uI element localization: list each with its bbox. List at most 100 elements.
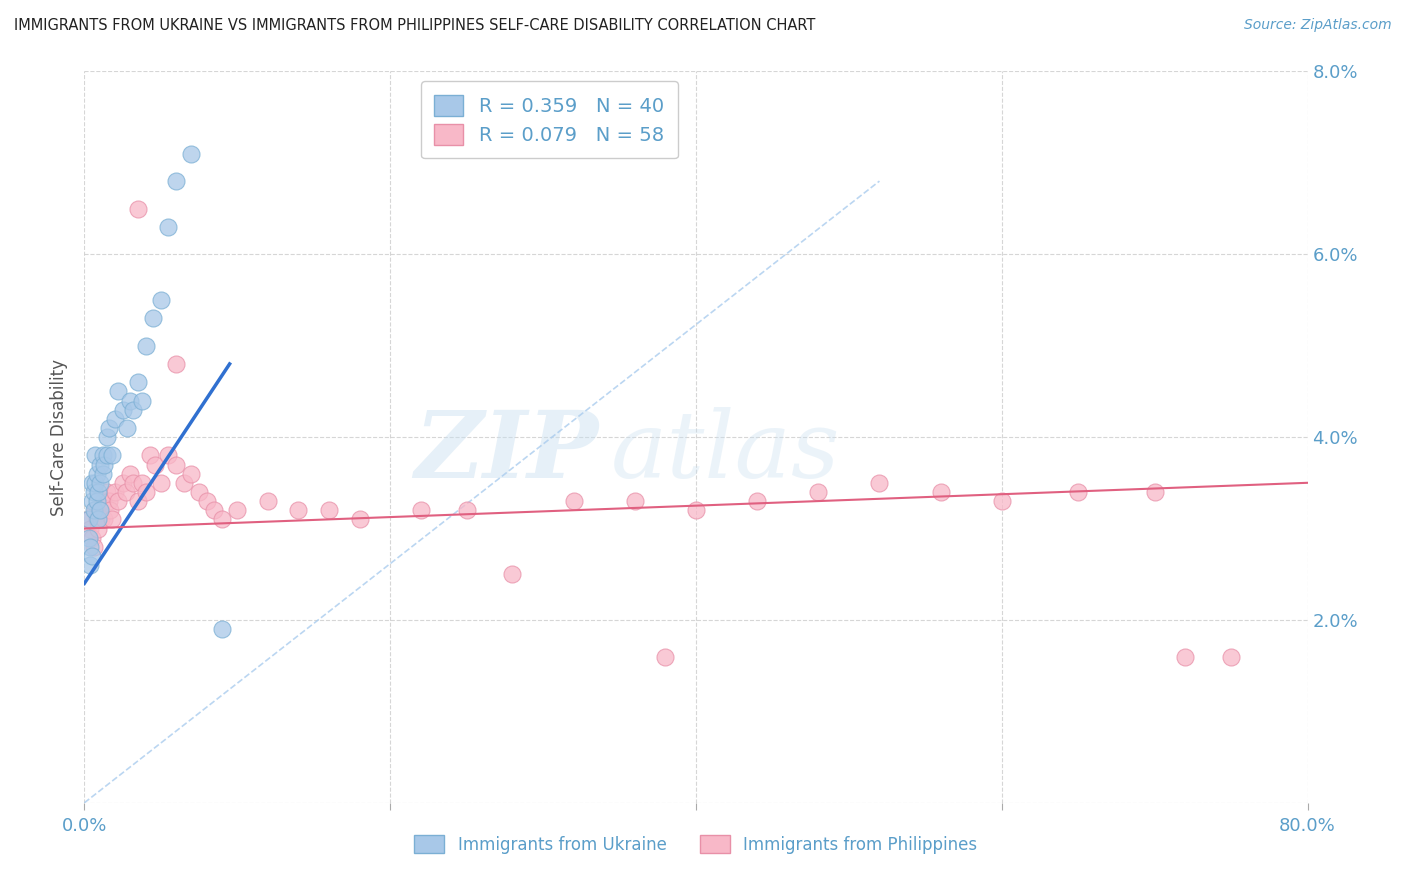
Point <box>111 475 134 490</box>
Point <box>97 421 120 435</box>
Point <box>93 458 115 472</box>
Point <box>929 485 952 500</box>
Point <box>107 384 129 399</box>
Point <box>409 503 432 517</box>
Point <box>654 649 676 664</box>
Point <box>79 540 101 554</box>
Point <box>173 475 195 490</box>
Point <box>226 503 249 517</box>
Point <box>120 467 142 481</box>
Point <box>127 376 149 390</box>
Point <box>135 338 157 352</box>
Point <box>115 421 138 435</box>
Point <box>180 146 202 161</box>
Point <box>83 485 105 500</box>
Point <box>77 531 100 545</box>
Point <box>131 475 153 490</box>
Point <box>87 485 110 500</box>
Point <box>139 449 162 463</box>
Point <box>211 622 233 636</box>
Point <box>135 485 157 500</box>
Point <box>195 494 218 508</box>
Point <box>165 174 187 188</box>
Point <box>80 475 103 490</box>
Text: IMMIGRANTS FROM UKRAINE VS IMMIGRANTS FROM PHILIPPINES SELF-CARE DISABILITY CORR: IMMIGRANTS FROM UKRAINE VS IMMIGRANTS FR… <box>14 18 815 33</box>
Point <box>86 494 108 508</box>
Point <box>157 219 180 234</box>
Point <box>122 475 145 490</box>
Point <box>96 449 118 463</box>
Point <box>83 540 105 554</box>
Point <box>165 357 187 371</box>
Point <box>77 512 100 526</box>
Point <box>747 494 769 508</box>
Point <box>349 512 371 526</box>
Point <box>89 503 111 517</box>
Point <box>79 558 101 573</box>
Point <box>149 475 172 490</box>
Point <box>89 475 111 490</box>
Point <box>287 503 309 517</box>
Point <box>96 485 118 500</box>
Point <box>157 449 180 463</box>
Point <box>87 512 110 526</box>
Point <box>83 503 105 517</box>
Point <box>1174 649 1197 664</box>
Point <box>86 512 108 526</box>
Text: Source: ZipAtlas.com: Source: ZipAtlas.com <box>1244 18 1392 32</box>
Point <box>1220 649 1243 664</box>
Point <box>1143 485 1166 500</box>
Point <box>502 567 524 582</box>
Point <box>80 494 103 508</box>
Text: atlas: atlas <box>610 407 839 497</box>
Point <box>87 521 110 535</box>
Point <box>127 202 149 216</box>
Point <box>86 467 108 481</box>
Point <box>80 549 103 563</box>
Point <box>84 503 107 517</box>
Point <box>84 475 107 490</box>
Point <box>80 531 103 545</box>
Point <box>143 458 166 472</box>
Point <box>149 293 172 307</box>
Point <box>77 512 100 526</box>
Point <box>114 485 136 500</box>
Point <box>807 485 830 500</box>
Point <box>127 494 149 508</box>
Point <box>101 449 124 463</box>
Point <box>180 467 202 481</box>
Point <box>131 393 153 408</box>
Point <box>90 512 112 526</box>
Point <box>165 458 187 472</box>
Point <box>188 485 211 500</box>
Point <box>89 503 111 517</box>
Y-axis label: Self-Care Disability: Self-Care Disability <box>51 359 69 516</box>
Point <box>107 494 129 508</box>
Point <box>101 512 124 526</box>
Point <box>97 494 120 508</box>
Point <box>104 485 127 500</box>
Point <box>96 430 118 444</box>
Point <box>91 494 114 508</box>
Point <box>91 449 114 463</box>
Point <box>869 475 891 490</box>
Point <box>93 512 115 526</box>
Point <box>120 393 142 408</box>
Point <box>122 402 145 417</box>
Point <box>211 512 233 526</box>
Point <box>104 412 127 426</box>
Point <box>562 494 585 508</box>
Point <box>89 458 111 472</box>
Point <box>257 494 280 508</box>
Legend: Immigrants from Ukraine, Immigrants from Philippines: Immigrants from Ukraine, Immigrants from… <box>408 829 984 860</box>
Point <box>685 503 707 517</box>
Point <box>624 494 647 508</box>
Point <box>91 467 114 481</box>
Point <box>111 402 134 417</box>
Point <box>456 503 478 517</box>
Point <box>142 311 165 326</box>
Point <box>1067 485 1090 500</box>
Point <box>98 503 121 517</box>
Point <box>202 503 225 517</box>
Point <box>318 503 340 517</box>
